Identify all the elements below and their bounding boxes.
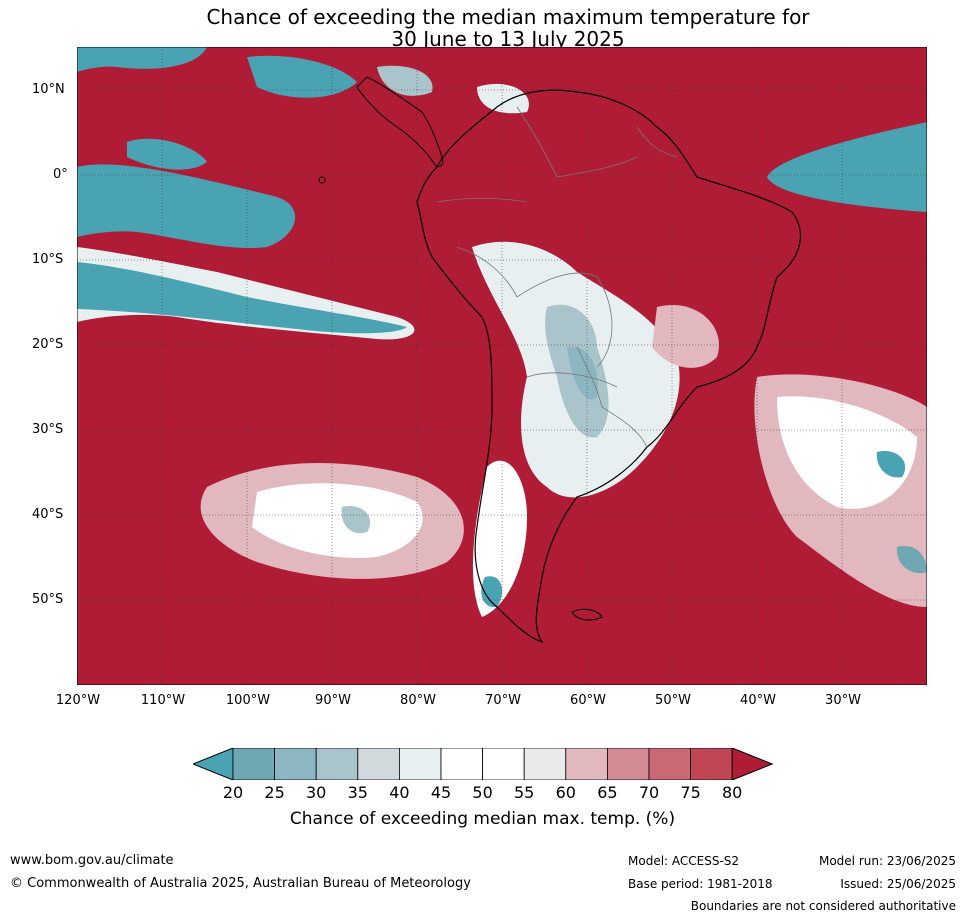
colorbar-tick-label: 55 [514,783,535,802]
lon-label-110w: 110°W [140,693,186,708]
south-america-coastline [416,89,801,644]
colorbar-segment [648,748,691,780]
footer-copyright: © Commonwealth of Australia 2025, Austra… [10,876,471,891]
lat-label-10n: 10°N [32,82,65,97]
colorbar-above-arrow [731,748,773,780]
lat-label-0: 0° [53,167,68,182]
lon-label-30w: 30°W [825,693,861,708]
footer-issued: Issued: 25/06/2025 [840,877,956,891]
colorbar-tick-label: 40 [389,783,410,802]
footer-base-period: Base period: 1981-2018 [628,877,773,891]
lat-label-50s: 50°S [32,592,64,607]
lon-label-120w: 120°W [55,693,101,708]
lon-label-60w: 60°W [570,693,606,708]
map-title-line2: 30 June to 13 July 2025 [391,27,625,51]
colorbar-tick-label: 80 [722,783,743,802]
lon-label-90w: 90°W [315,693,351,708]
lon-label-50w: 50°W [655,693,691,708]
colorbar-tick-label: 70 [638,783,660,802]
footer-disclaimer: Boundaries are not considered authoritat… [690,899,956,913]
colorbar-segment [523,748,567,780]
colorbar-tick-label: 65 [597,783,618,802]
colorbar-segment [482,748,525,780]
colorbar-segment [274,748,317,780]
colorbar-tick-label: 25 [264,783,285,802]
lon-label-40w: 40°W [740,693,776,708]
lat-label-10s: 10°S [32,252,64,267]
footer-model-run: Model run: 23/06/2025 [818,854,956,868]
central-america-coastline [356,76,444,168]
forecast-map [77,47,927,685]
colorbar-segment [398,748,442,780]
map-title-line1: Chance of exceeding the median maximum t… [206,5,810,29]
lon-label-80w: 80°W [400,693,436,708]
lat-label-30s: 30°S [32,422,64,437]
colorbar-tick-label: 50 [472,783,493,802]
colorbar-segment [440,748,483,780]
probability-field [77,47,927,617]
colorbar-segment [565,748,608,780]
footer-website: www.bom.gov.au/climate [10,853,174,868]
colorbar-segment [357,748,400,780]
colorbar-tick-label: 35 [347,783,368,802]
colorbar-label: Chance of exceeding median max. temp. (%… [289,809,676,829]
lon-label-100w: 100°W [225,693,271,708]
colorbar-tick-label: 45 [430,783,452,802]
graticule [77,47,927,685]
lat-label-40s: 40°S [32,507,64,522]
colorbar-segment [232,748,275,780]
colorbar-below-arrow [193,748,234,780]
footer-model: Model: ACCESS-S2 [628,854,740,868]
colorbar-segment [315,748,359,780]
lat-label-20s: 20°S [32,337,64,352]
lon-label-70w: 70°W [485,693,521,708]
galapagos-islands [318,176,326,184]
country-borders [436,106,678,448]
colorbar-segment [690,748,733,780]
colorbar-tick-label: 75 [680,783,701,802]
colorbar-tick-label: 30 [306,783,327,802]
colorbar-tick-label: 20 [222,783,244,802]
colorbar-segment [606,748,650,780]
colorbar [193,748,773,780]
falkland-islands [571,608,603,621]
colorbar-tick-label: 60 [555,783,576,802]
